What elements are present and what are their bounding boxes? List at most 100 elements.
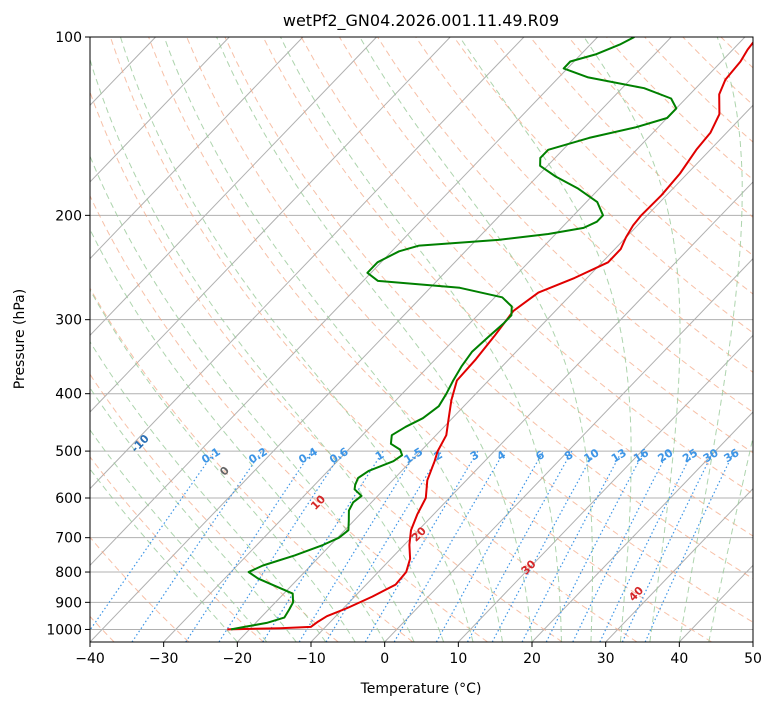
moist-adiabat-line	[280, 37, 562, 642]
mixing-ratio-label: 6	[534, 448, 548, 463]
mixing-ratio-line	[621, 450, 715, 642]
moist-adiabat-line	[90, 387, 297, 642]
temperature-profile-line	[227, 41, 753, 631]
dry-adiabat-label: 0	[217, 464, 232, 479]
isotherm-line	[163, 37, 746, 642]
mixing-ratio-label: 36	[722, 446, 742, 465]
mixing-ratio-line	[491, 450, 596, 642]
mixing-ratio-line	[364, 450, 479, 642]
x-tick-label: −10	[296, 651, 326, 667]
dry-adiabat-line	[90, 90, 563, 642]
dry-adiabat-label: 40	[626, 584, 646, 604]
dry-adiabat-line	[759, 37, 775, 642]
isotherm-line	[90, 37, 230, 183]
mixing-ratio-label: 0.4	[296, 445, 320, 467]
x-axis-label: Temperature (°C)	[360, 681, 482, 697]
x-tick-label: −40	[75, 651, 105, 667]
dry-adiabat-line	[148, 37, 712, 642]
x-tick-label: −20	[223, 651, 253, 667]
y-tick-label: 1000	[46, 622, 82, 638]
mixing-ratio-line	[545, 450, 645, 642]
isotherm-line	[90, 37, 451, 413]
dry-adiabat-line	[90, 194, 488, 642]
moist-adiabat-line	[90, 288, 356, 642]
y-tick-label: 500	[55, 444, 82, 460]
dry-adiabat-line	[682, 37, 753, 106]
mixing-ratio-label: 25	[680, 446, 700, 465]
dry-adiabat-line	[644, 37, 753, 143]
dry-adiabat-line	[453, 37, 753, 334]
dry-adiabat-line	[377, 37, 753, 413]
isotherm-line	[384, 257, 753, 642]
dry-adiabat-line	[720, 37, 753, 69]
y-tick-label: 300	[55, 313, 82, 329]
mixing-ratio-label: 0.6	[327, 445, 351, 467]
x-tick-label: 50	[744, 651, 762, 667]
dry-adiabat-line	[90, 536, 190, 642]
dry-adiabat-line	[109, 37, 638, 642]
isotherm-line	[90, 37, 377, 337]
x-axis: −40 −30 −20 −10 0 10 20 30 40 50	[75, 642, 762, 667]
x-tick-label: 10	[449, 651, 467, 667]
moist-adiabat-line	[163, 37, 503, 642]
mixing-ratio-line	[435, 450, 544, 642]
mixing-ratio-label: 10	[582, 446, 602, 465]
mixing-ratio-label: 8	[562, 448, 575, 463]
dry-adiabat-line	[90, 287, 414, 642]
dry-adiabat-line	[567, 37, 753, 218]
mixing-ratio-label: 16	[631, 446, 651, 465]
dry-adiabat-line	[491, 37, 753, 295]
moist-adiabat-line	[90, 429, 268, 642]
series-layer	[227, 37, 753, 631]
mixing-ratio-line	[131, 450, 263, 642]
mixing-ratio-label: 1.5	[402, 445, 425, 466]
moist-adiabat-line	[708, 435, 753, 642]
line-labels-layer: 0.10.20.40.611.52346810131620253036-100-…	[129, 432, 742, 604]
x-tick-label: 20	[523, 651, 541, 667]
moist-adiabat-line	[583, 37, 681, 642]
moist-adiabat-line	[90, 468, 238, 642]
plot-frame	[89, 36, 754, 643]
y-tick-label: 900	[55, 595, 82, 611]
isotherm-line	[90, 37, 304, 260]
mixing-ratio-line	[218, 450, 344, 642]
x-tick-label: 40	[670, 651, 688, 667]
y-tick-label: 100	[55, 30, 82, 46]
isotherm-line	[0, 37, 8, 642]
dry-adiabat-line	[529, 37, 753, 257]
isotherm-line	[457, 334, 753, 642]
mixing-ratio-line	[644, 450, 735, 642]
isotherm-line	[678, 564, 753, 642]
isotherm-line	[531, 411, 753, 642]
isotherm-line	[90, 37, 598, 567]
mixing-ratio-line	[185, 450, 313, 642]
moist-adiabat-line	[459, 37, 632, 642]
dry-adiabat-label: 10	[308, 492, 328, 512]
dry-adiabat-line	[90, 456, 264, 642]
moist-adiabat-line	[90, 340, 327, 642]
isotherm-line	[90, 37, 525, 490]
mixing-ratio-line	[298, 450, 418, 642]
y-tick-label: 200	[55, 208, 82, 224]
mixing-ratio-line	[90, 450, 216, 632]
y-axis: 1000 900 800 700 600 500 400 300 200 100	[46, 30, 90, 638]
y-axis-label: Pressure (hPa)	[12, 289, 28, 389]
y-tick-label: 600	[55, 491, 82, 507]
moist-adiabat-line	[90, 57, 445, 642]
isotherm-line	[605, 487, 753, 642]
moist-adiabat-line	[678, 37, 743, 642]
chart-title: wetPf2_GN04.2026.001.11.49.R09	[283, 11, 559, 31]
mixing-ratio-label: 3	[468, 448, 481, 463]
grid-layer	[0, 37, 775, 642]
mixing-ratio-line	[262, 450, 384, 642]
y-tick-label: 800	[55, 565, 82, 581]
dry-adiabat-label: -10	[129, 432, 152, 455]
mixing-ratio-label: 4	[495, 448, 509, 463]
moist-adiabat-line	[359, 37, 593, 642]
x-tick-label: 30	[597, 651, 615, 667]
dry-adiabat-line	[186, 37, 753, 623]
mixing-ratio-label: 1	[373, 448, 386, 463]
dry-adiabat-line	[338, 37, 753, 454]
isotherm-line	[90, 37, 672, 642]
